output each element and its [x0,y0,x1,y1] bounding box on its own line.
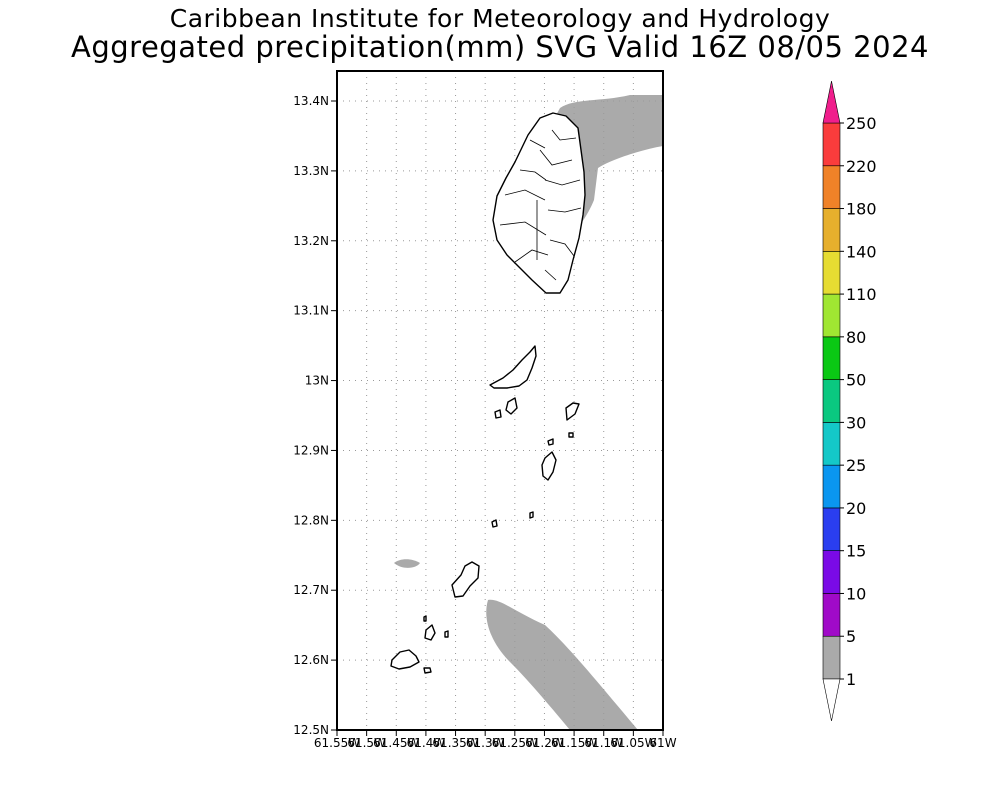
colorbar-label: 110 [846,285,877,304]
lat-tick-label: 13.4N [293,94,329,108]
lat-tick-label: 12.6N [293,653,329,667]
colorbar-segment [822,464,841,509]
chart-title-line-1: Caribbean Institute for Meteorology and … [169,4,831,33]
colorbar-over-arrow [822,80,841,124]
longitude-axis: 61.55W61.5W61.45W61.4W61.35W61.3W61.25W6… [314,730,677,750]
colorbar-label: 180 [846,200,877,219]
colorbar-label: 20 [846,499,866,518]
island-mustique [565,402,580,421]
colorbar-segment [822,593,841,637]
colorbar-label: 5 [846,627,856,646]
lat-tick-label: 12.5N [293,723,329,737]
island-union [451,561,480,598]
lon-tick-label: 61.25W [492,736,538,750]
lon-tick-label: 61.15W [551,736,597,750]
colorbar-label: 1 [846,670,856,689]
lat-tick-label: 12.8N [293,513,329,527]
precip-shade-area [486,599,638,730]
colorbar-segment [822,635,841,680]
island-islet [444,630,449,638]
lat-tick-label: 13.3N [293,164,329,178]
watershed-boundary [499,221,547,236]
colorbar-under-arrow [822,678,841,722]
lon-tick-label: 61.2W [525,736,564,750]
island-canouan-islet [547,438,554,446]
watershed-boundary [551,129,577,141]
colorbar-label: 250 [846,114,877,133]
colorbar-segment [822,550,841,594]
lat-tick-label: 13.2N [293,234,329,248]
colorbar-segment [822,208,841,252]
island-petit-canouan [491,519,498,528]
precip-shade-area [394,559,420,568]
colorbar-segment [822,507,841,551]
chart-title-line-2: Aggregated precipitation(mm) SVG Valid 1… [71,30,929,64]
island-st-vincent [492,112,586,294]
watershed-boundary [519,169,547,181]
island-islet [423,615,427,622]
colorbar-label: 140 [846,242,877,261]
lon-tick-label: 61.05W [610,736,656,750]
watershed-boundary [504,189,546,201]
lon-tick-label: 61.35W [432,736,478,750]
lon-tick-label: 61.3W [466,736,505,750]
island-petite-martinique [423,667,432,674]
colorbar-label: 50 [846,371,866,390]
colorbar-segment [822,251,841,295]
watershed-boundary [544,179,581,186]
island-bequia [489,345,537,389]
watershed-boundary [544,269,557,281]
island-islet [568,432,574,438]
colorbar-label: 220 [846,157,877,176]
island-outlines [390,112,586,674]
watershed-boundary [547,207,582,213]
lat-tick-label: 13.1N [293,304,329,318]
colorbar-segment [822,293,841,338]
colorbar-segment [822,379,841,423]
colorbar-label: 25 [846,456,866,475]
lat-tick-label: 13N [305,374,329,388]
colorbar-segment [822,336,841,380]
watershed-boundary [514,249,549,263]
colorbar-segment [822,422,841,466]
colorbar-label: 80 [846,328,866,347]
lon-tick-label: 61.4W [407,736,446,750]
colorbar-label: 30 [846,413,866,432]
lon-tick-label: 61.45W [373,736,419,750]
lon-tick-label: 61W [649,736,676,750]
lon-tick-label: 61.55W [314,736,360,750]
watershed-boundary [529,139,546,149]
watershed-boundary [549,239,575,257]
lat-tick-label: 12.9N [293,443,329,457]
island-palm [424,624,436,641]
island-carriacou [390,649,420,670]
island-canouan [541,451,557,481]
colorbar-segment [822,165,841,209]
lon-tick-label: 61.5W [347,736,386,750]
lon-tick-label: 61.1W [584,736,623,750]
colorbar-label: 10 [846,584,866,603]
island-bequia-islet [494,409,502,419]
island-bequia-islet [505,397,518,415]
watershed-boundary [539,149,573,166]
island-islet [529,511,534,519]
map-frame [336,70,664,731]
colorbar-segment [822,122,841,167]
colorbar-label: 15 [846,542,866,561]
latitude-axis: 12.5N 12.6N 12.7N 12.8N 12.9N 13N 13.1N 13.2N 13… [293,94,337,737]
lat-tick-label: 12.7N [293,583,329,597]
